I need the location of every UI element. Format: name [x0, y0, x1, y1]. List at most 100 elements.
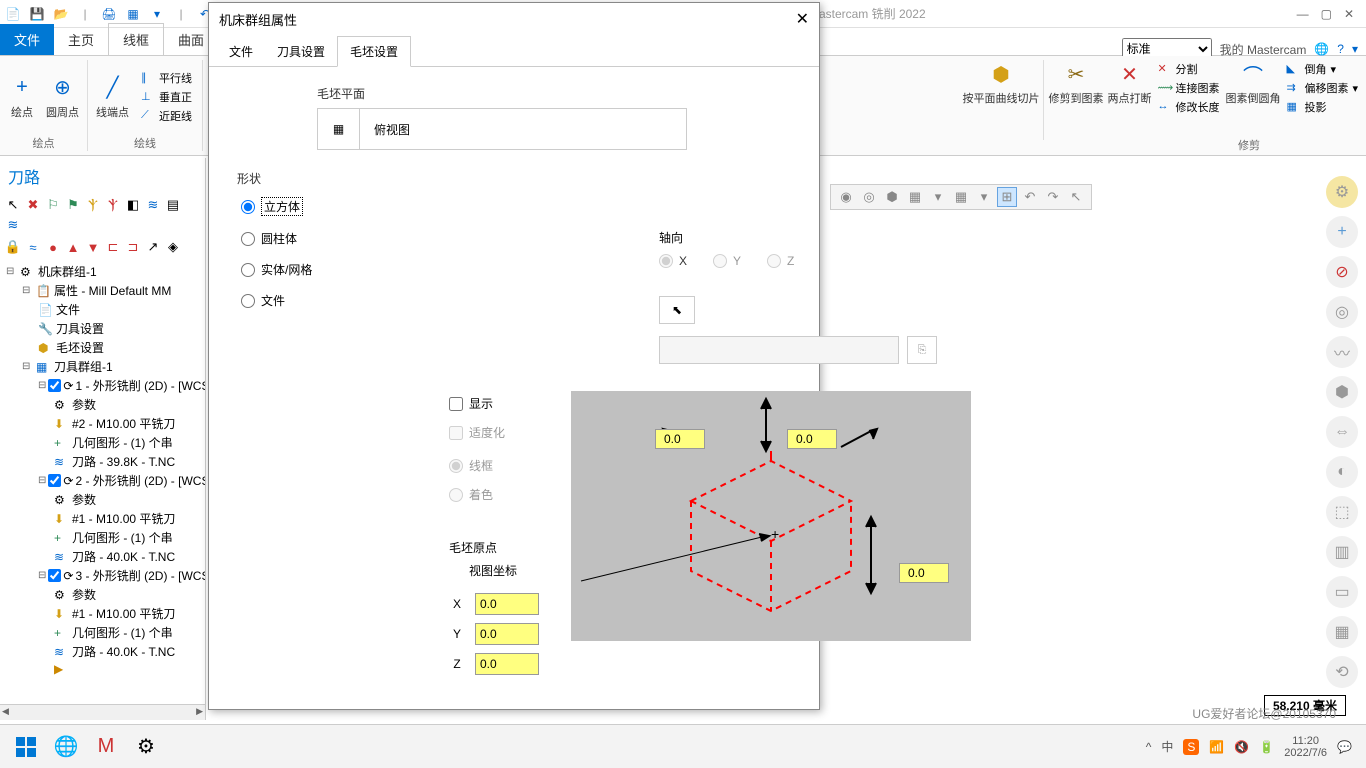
clock[interactable]: 11:20 2022/7/6	[1284, 735, 1327, 759]
dlg-tab-tool[interactable]: 刀具设置	[265, 37, 337, 66]
tb-x[interactable]: ✖	[24, 196, 42, 214]
tray-ime[interactable]: 中	[1161, 738, 1173, 755]
my-mastercam-label[interactable]: 我的 Mastercam	[1220, 41, 1307, 58]
tb-arr2[interactable]: ↗	[144, 238, 162, 256]
tb-lock[interactable]: 🔒	[4, 238, 22, 256]
chk-op2[interactable]	[48, 474, 61, 487]
tree-node-file[interactable]: 文件	[56, 301, 80, 318]
app-icon[interactable]: M	[86, 729, 126, 765]
circle-point-button[interactable]: ⊕圆周点	[46, 74, 79, 120]
line-endpoint-button[interactable]: ╱线端点	[96, 74, 129, 120]
plane-pick-button[interactable]: ▦	[318, 109, 360, 149]
minimize-button[interactable]: —	[1297, 7, 1309, 21]
st-gear[interactable]: ⚙	[1326, 176, 1358, 208]
tray-s[interactable]: S	[1183, 739, 1199, 755]
st-hex[interactable]: ⬢	[1326, 376, 1358, 408]
st-shade[interactable]: ◐	[1326, 456, 1358, 488]
tree-op1[interactable]: 1 - 外形铣削 (2D) - [WCS	[75, 377, 205, 394]
tb-b2[interactable]: ▤	[164, 196, 182, 214]
tree-op1-geom[interactable]: 几何图形 - (1) 个串	[72, 434, 173, 451]
open-icon[interactable]: 📂	[52, 5, 70, 23]
vt1[interactable]: ◉	[836, 187, 856, 207]
tree-node-machine[interactable]: 机床群组-1	[38, 263, 97, 280]
tab-file[interactable]: 文件	[0, 24, 54, 55]
pick-solid-button[interactable]: ⬉	[659, 296, 695, 324]
dim-w[interactable]: 0.0	[655, 429, 705, 449]
shape-file[interactable]: 文件	[241, 292, 791, 309]
vt10[interactable]: ↷	[1043, 187, 1063, 207]
dropdown-icon[interactable]: ▾	[1352, 42, 1358, 56]
perp-line-button[interactable]: ⊥垂直正	[139, 88, 194, 106]
save-icon[interactable]: 💾	[28, 5, 46, 23]
close-button[interactable]: ✕	[1344, 7, 1354, 21]
tree-op2[interactable]: 2 - 外形铣削 (2D) - [WCS	[75, 472, 205, 489]
radio-file[interactable]	[241, 294, 255, 308]
join-button[interactable]: ⟿连接图素	[1155, 79, 1221, 97]
exp4[interactable]: ⊟	[38, 475, 46, 486]
tray-up[interactable]: ^	[1146, 740, 1152, 754]
vt3[interactable]: ⬢	[882, 187, 902, 207]
y-input[interactable]	[475, 623, 539, 645]
chk-display[interactable]: 显示	[449, 395, 505, 412]
st-curve[interactable]: 〰	[1326, 336, 1358, 368]
tb-up[interactable]: ▲	[64, 238, 82, 256]
dlg-tab-stock[interactable]: 毛坯设置	[337, 36, 411, 67]
vt4[interactable]: ▦	[905, 187, 925, 207]
z-input[interactable]	[475, 653, 539, 675]
vt5[interactable]: ▾	[928, 187, 948, 207]
tray-vol[interactable]: 🔇	[1234, 740, 1249, 754]
tree-node-toolset[interactable]: 刀具设置	[56, 320, 104, 337]
settings-icon[interactable]: ⚙	[126, 729, 166, 765]
exp1[interactable]: ⊟	[22, 285, 34, 296]
tree-op3-tool[interactable]: #1 - M10.00 平铣刀	[72, 605, 175, 622]
toolpath-tree[interactable]: ⊟⚙机床群组-1 ⊟📋属性 - Mill Default MM 📄文件 🔧刀具设…	[0, 258, 205, 704]
st-target[interactable]: ◎	[1326, 296, 1358, 328]
tb-c1[interactable]: ⊏	[104, 238, 122, 256]
chrome-icon[interactable]: 🌐	[46, 729, 86, 765]
tb-wave2[interactable]: ≋	[4, 216, 22, 234]
slice-button[interactable]: ⬢按平面曲线切片	[962, 60, 1039, 106]
st-layers[interactable]: ▥	[1326, 536, 1358, 568]
tb-down[interactable]: ▼	[84, 238, 102, 256]
tb-ball[interactable]: ●	[44, 238, 62, 256]
tree-op2-tool[interactable]: #1 - M10.00 平铣刀	[72, 510, 175, 527]
tb-arrow[interactable]: ↖	[4, 196, 22, 214]
tb-t1[interactable]: Ⲯ	[84, 196, 102, 214]
tb-c2[interactable]: ⊐	[124, 238, 142, 256]
st-ruler[interactable]: ▭	[1326, 576, 1358, 608]
vt8[interactable]: ⊞	[997, 187, 1017, 207]
tree-node-props[interactable]: 属性 - Mill Default MM	[54, 282, 171, 299]
tree-op3-path[interactable]: 刀路 - 40.0K - T.NC	[72, 643, 175, 660]
vt7[interactable]: ▾	[974, 187, 994, 207]
qat-btn6[interactable]: ▾	[148, 5, 166, 23]
tb-b1[interactable]: ◧	[124, 196, 142, 214]
start-button[interactable]	[6, 729, 46, 765]
vt6[interactable]: ▦	[951, 187, 971, 207]
tb-wave3[interactable]: ≈	[24, 238, 42, 256]
point-button[interactable]: +绘点	[8, 74, 36, 120]
st-grid[interactable]: ▦	[1326, 616, 1358, 648]
dlg-tab-file[interactable]: 文件	[217, 37, 265, 66]
maximize-button[interactable]: ▢	[1321, 7, 1332, 21]
chk-op1[interactable]	[48, 379, 61, 392]
tray-notif[interactable]: 💬	[1337, 740, 1352, 754]
near-line-button[interactable]: ⟋近距线	[139, 107, 194, 125]
vt11[interactable]: ↖	[1066, 187, 1086, 207]
tb-flag2[interactable]: ⚑	[64, 196, 82, 214]
tab-wireframe[interactable]: 线框	[108, 23, 164, 55]
exp0[interactable]: ⊟	[6, 266, 18, 277]
dim-d[interactable]: 0.0	[787, 429, 837, 449]
qat-btn5[interactable]: ▦	[124, 5, 142, 23]
new-icon[interactable]: 📄	[4, 5, 22, 23]
help-icon[interactable]: ?	[1337, 42, 1344, 56]
tree-op1-path[interactable]: 刀路 - 39.8K - T.NC	[72, 453, 175, 470]
exp5[interactable]: ⊟	[38, 570, 46, 581]
fillet-button[interactable]: ⌒图素倒圆角	[1225, 60, 1280, 106]
tree-op1-tool[interactable]: #2 - M10.00 平铣刀	[72, 415, 175, 432]
st-no[interactable]: ⊘	[1326, 256, 1358, 288]
chk-op3[interactable]	[48, 569, 61, 582]
tab-home[interactable]: 主页	[54, 24, 108, 55]
web-icon[interactable]: 🌐	[1314, 42, 1329, 56]
tb-flag1[interactable]: ⚐	[44, 196, 62, 214]
vt2[interactable]: ◎	[859, 187, 879, 207]
